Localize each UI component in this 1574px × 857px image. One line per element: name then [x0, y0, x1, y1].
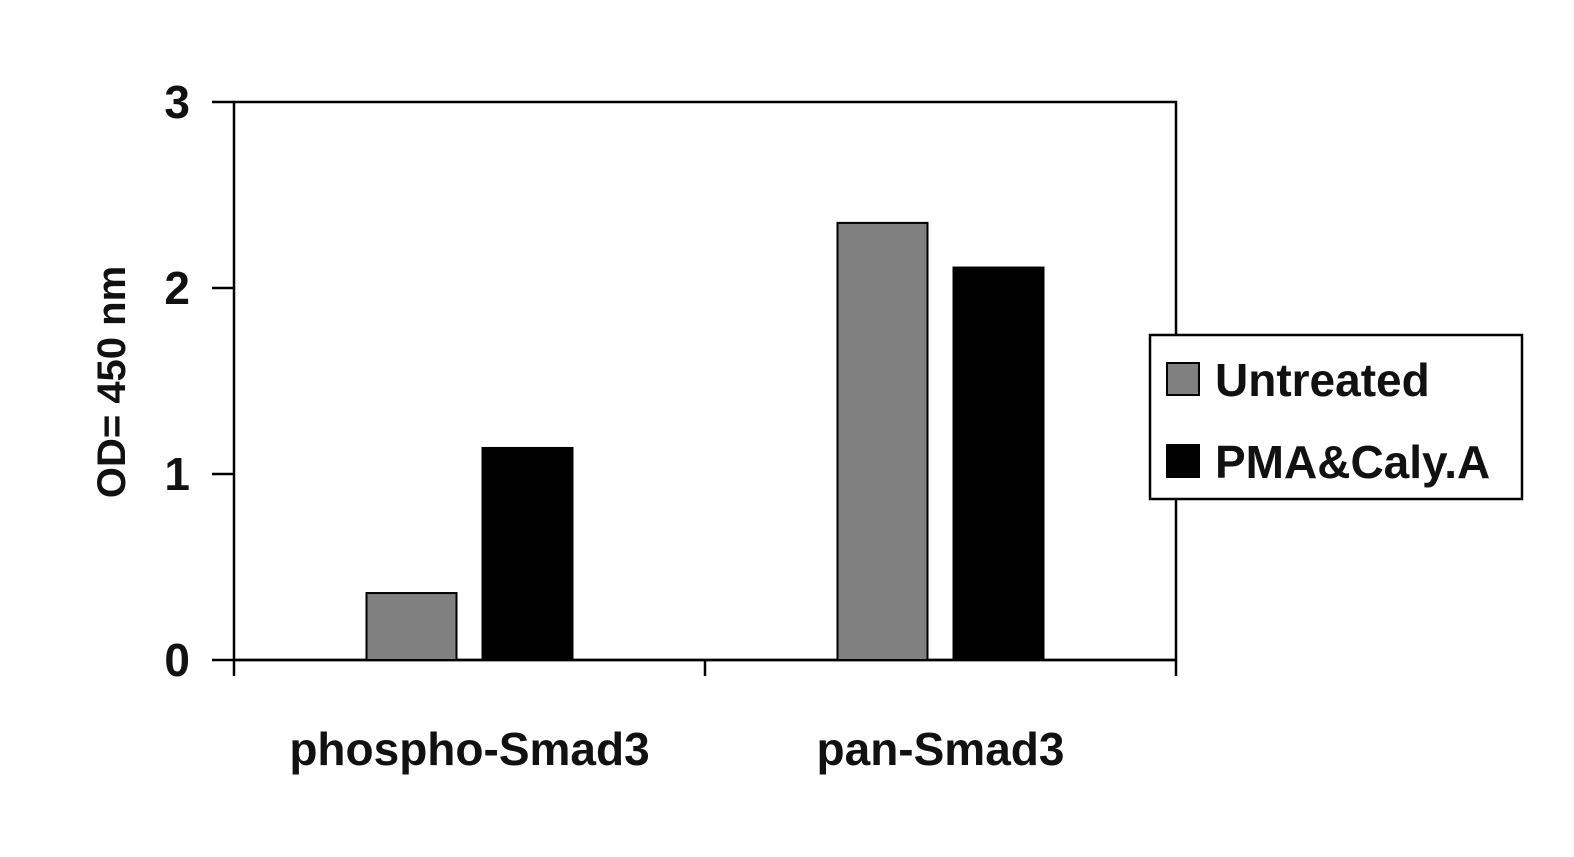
x-axis: phospho-Smad3 pan-Smad3: [232, 658, 1178, 775]
legend-swatch: [1166, 444, 1200, 478]
y-tick-label: 2: [164, 262, 190, 314]
bar-untreated-phospho-smad3: [365, 592, 458, 661]
legend-label: PMA&Caly.A: [1215, 436, 1490, 488]
y-axis: 0 1 2 3: [164, 76, 234, 686]
x-tick-label: pan-Smad3: [817, 723, 1065, 775]
y-tick-label: 3: [164, 76, 190, 128]
y-axis-label: OD= 450 nm: [90, 266, 134, 498]
bars: [365, 221, 1045, 661]
legend-swatch: [1166, 362, 1200, 396]
bar-pma-caly-a-phospho-smad3: [481, 446, 574, 661]
bar-untreated-pan-smad3: [836, 221, 929, 661]
x-tick-label: phospho-Smad3: [289, 723, 649, 775]
legend-label: Untreated: [1215, 354, 1430, 406]
legend: Untreated PMA&Caly.A: [1148, 333, 1524, 501]
y-tick-label: 0: [164, 634, 190, 686]
legend-box: [1148, 333, 1524, 501]
y-tick-label: 1: [164, 448, 190, 500]
bar-pma-caly-a-pan-smad3: [952, 266, 1045, 661]
